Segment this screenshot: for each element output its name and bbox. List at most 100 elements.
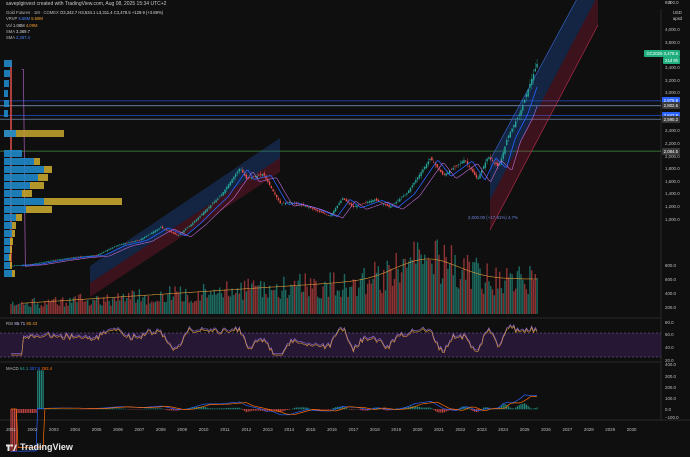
volume-bar	[204, 289, 207, 314]
candle-body	[29, 264, 32, 265]
macd-histogram-bar	[261, 409, 264, 411]
macd-histogram-bar	[254, 409, 256, 411]
macd-histogram-bar	[272, 409, 274, 411]
macd-tick-label: 400.0	[665, 362, 676, 367]
candle-body	[261, 174, 264, 176]
volume-bar	[481, 288, 483, 314]
volume-bar	[374, 261, 376, 314]
time-tick-label: 2009	[177, 427, 188, 432]
candle-body	[69, 257, 71, 259]
candle-body	[284, 202, 287, 205]
legend-sma2-row[interactable]: SMA 2,367.4	[6, 35, 163, 41]
volume-bar	[95, 295, 98, 314]
volume-bar	[449, 263, 451, 314]
price-axis-tag[interactable]: 2,879.9	[661, 97, 680, 105]
candle-body	[254, 176, 257, 177]
candle-body	[286, 201, 289, 203]
candle-body	[58, 259, 60, 261]
volume-bar	[47, 299, 50, 314]
volume-bar	[425, 260, 428, 314]
volume-bar	[427, 257, 429, 314]
volume-bar	[236, 288, 239, 314]
volume-bar	[292, 285, 294, 314]
macd-histogram-bar	[122, 408, 124, 410]
macd-histogram-bar	[21, 409, 23, 414]
macd-histogram-bar	[333, 407, 335, 410]
macd-histogram-bar	[384, 409, 387, 411]
volume-bar	[381, 293, 383, 314]
candle-body	[466, 161, 469, 165]
volume-bar	[350, 286, 353, 314]
candle-body	[88, 255, 91, 257]
candle-body	[74, 257, 76, 258]
price-axis-tag[interactable]: 2,647.8	[661, 112, 680, 120]
volume-bar	[475, 257, 478, 314]
candle-body	[334, 208, 337, 212]
macd-histogram-bar	[192, 407, 194, 410]
candle-body	[532, 73, 535, 81]
price-axis-tag[interactable]: 2,590.2	[661, 115, 680, 123]
candle-body	[104, 250, 107, 252]
tradingview-logo[interactable]: TradingView	[6, 442, 73, 452]
legend-sma1-row[interactable]: SMA 3,369.7	[6, 29, 163, 35]
currency-box[interactable]: USD apsd	[673, 10, 682, 22]
macd-histogram-bar	[115, 408, 117, 410]
macd-histogram-bar	[244, 409, 246, 412]
macd-histogram-bar	[334, 407, 337, 410]
channel-edge	[489, 0, 577, 161]
candle-body	[479, 173, 481, 179]
volume-bar	[120, 296, 123, 314]
time-tick-label: 2002	[27, 427, 38, 432]
macd-histogram-bar	[433, 409, 435, 410]
macd-value-1: 64.1	[19, 366, 29, 371]
volume-bar	[21, 301, 23, 314]
macd-histogram-bar	[285, 409, 287, 411]
macd-histogram-bar	[299, 407, 301, 410]
price-axis-tag[interactable]: 2,084.5	[661, 147, 680, 155]
legend-vol-row[interactable]: Vol 1.08M 4.09M	[6, 23, 163, 29]
legend-vrvp-row[interactable]: VRVP 5.58M 5.68M	[6, 16, 163, 22]
macd-histogram-bar	[295, 407, 297, 410]
price-axis-tag[interactable]: GC2025 3,478.5	[644, 50, 680, 57]
candle-body	[436, 164, 438, 168]
rsi-legend[interactable]: RSI 86.71 80.43	[6, 321, 37, 326]
volume-bar	[177, 292, 180, 314]
candle-body	[320, 211, 322, 213]
legend-symbol-row[interactable]: Gold Futures · 1M · COMEX O3,342.7 H3,53…	[6, 10, 163, 16]
symbol-name[interactable]: Gold Futures · 1M · COMEX	[6, 10, 59, 15]
candle-body	[395, 201, 397, 204]
time-tick-label: 2015	[305, 427, 316, 432]
macd-histogram-bar	[286, 409, 289, 410]
candle-body	[349, 203, 351, 205]
sma1-value: 3,369.7	[16, 28, 30, 34]
volume-bar	[472, 262, 474, 314]
volume-bar	[523, 284, 526, 314]
macd-histogram-bar	[215, 408, 217, 410]
volume-bar	[201, 294, 203, 314]
macd-histogram-bar	[117, 408, 119, 410]
macd-histogram-bar	[424, 407, 426, 410]
volume-bar	[468, 261, 471, 314]
volume-bar	[215, 294, 217, 314]
time-tick-label: 2026	[541, 427, 551, 432]
candle-body	[518, 114, 520, 116]
macd-histogram-bar	[222, 408, 224, 410]
macd-tick-label: 100.0	[665, 396, 676, 401]
candle-body	[229, 181, 232, 186]
volume-bar	[365, 294, 367, 314]
candle-body	[463, 160, 465, 163]
macd-legend[interactable]: MACD 64.1 357.5 293.4	[6, 366, 52, 371]
volume-bar	[372, 278, 374, 314]
volume-bar	[217, 293, 219, 314]
candle-body	[352, 205, 355, 208]
time-tick-label: 2016	[327, 427, 337, 432]
macd-histogram-bar	[240, 408, 242, 410]
volume-bar	[482, 293, 485, 314]
volume-bar	[320, 298, 322, 314]
candle-body	[522, 104, 524, 111]
candle-body	[126, 242, 128, 244]
macd-histogram-bar	[431, 408, 433, 410]
volume-profile-bar	[16, 214, 22, 221]
price-axis-tag[interactable]: 2,802.6	[661, 102, 680, 110]
